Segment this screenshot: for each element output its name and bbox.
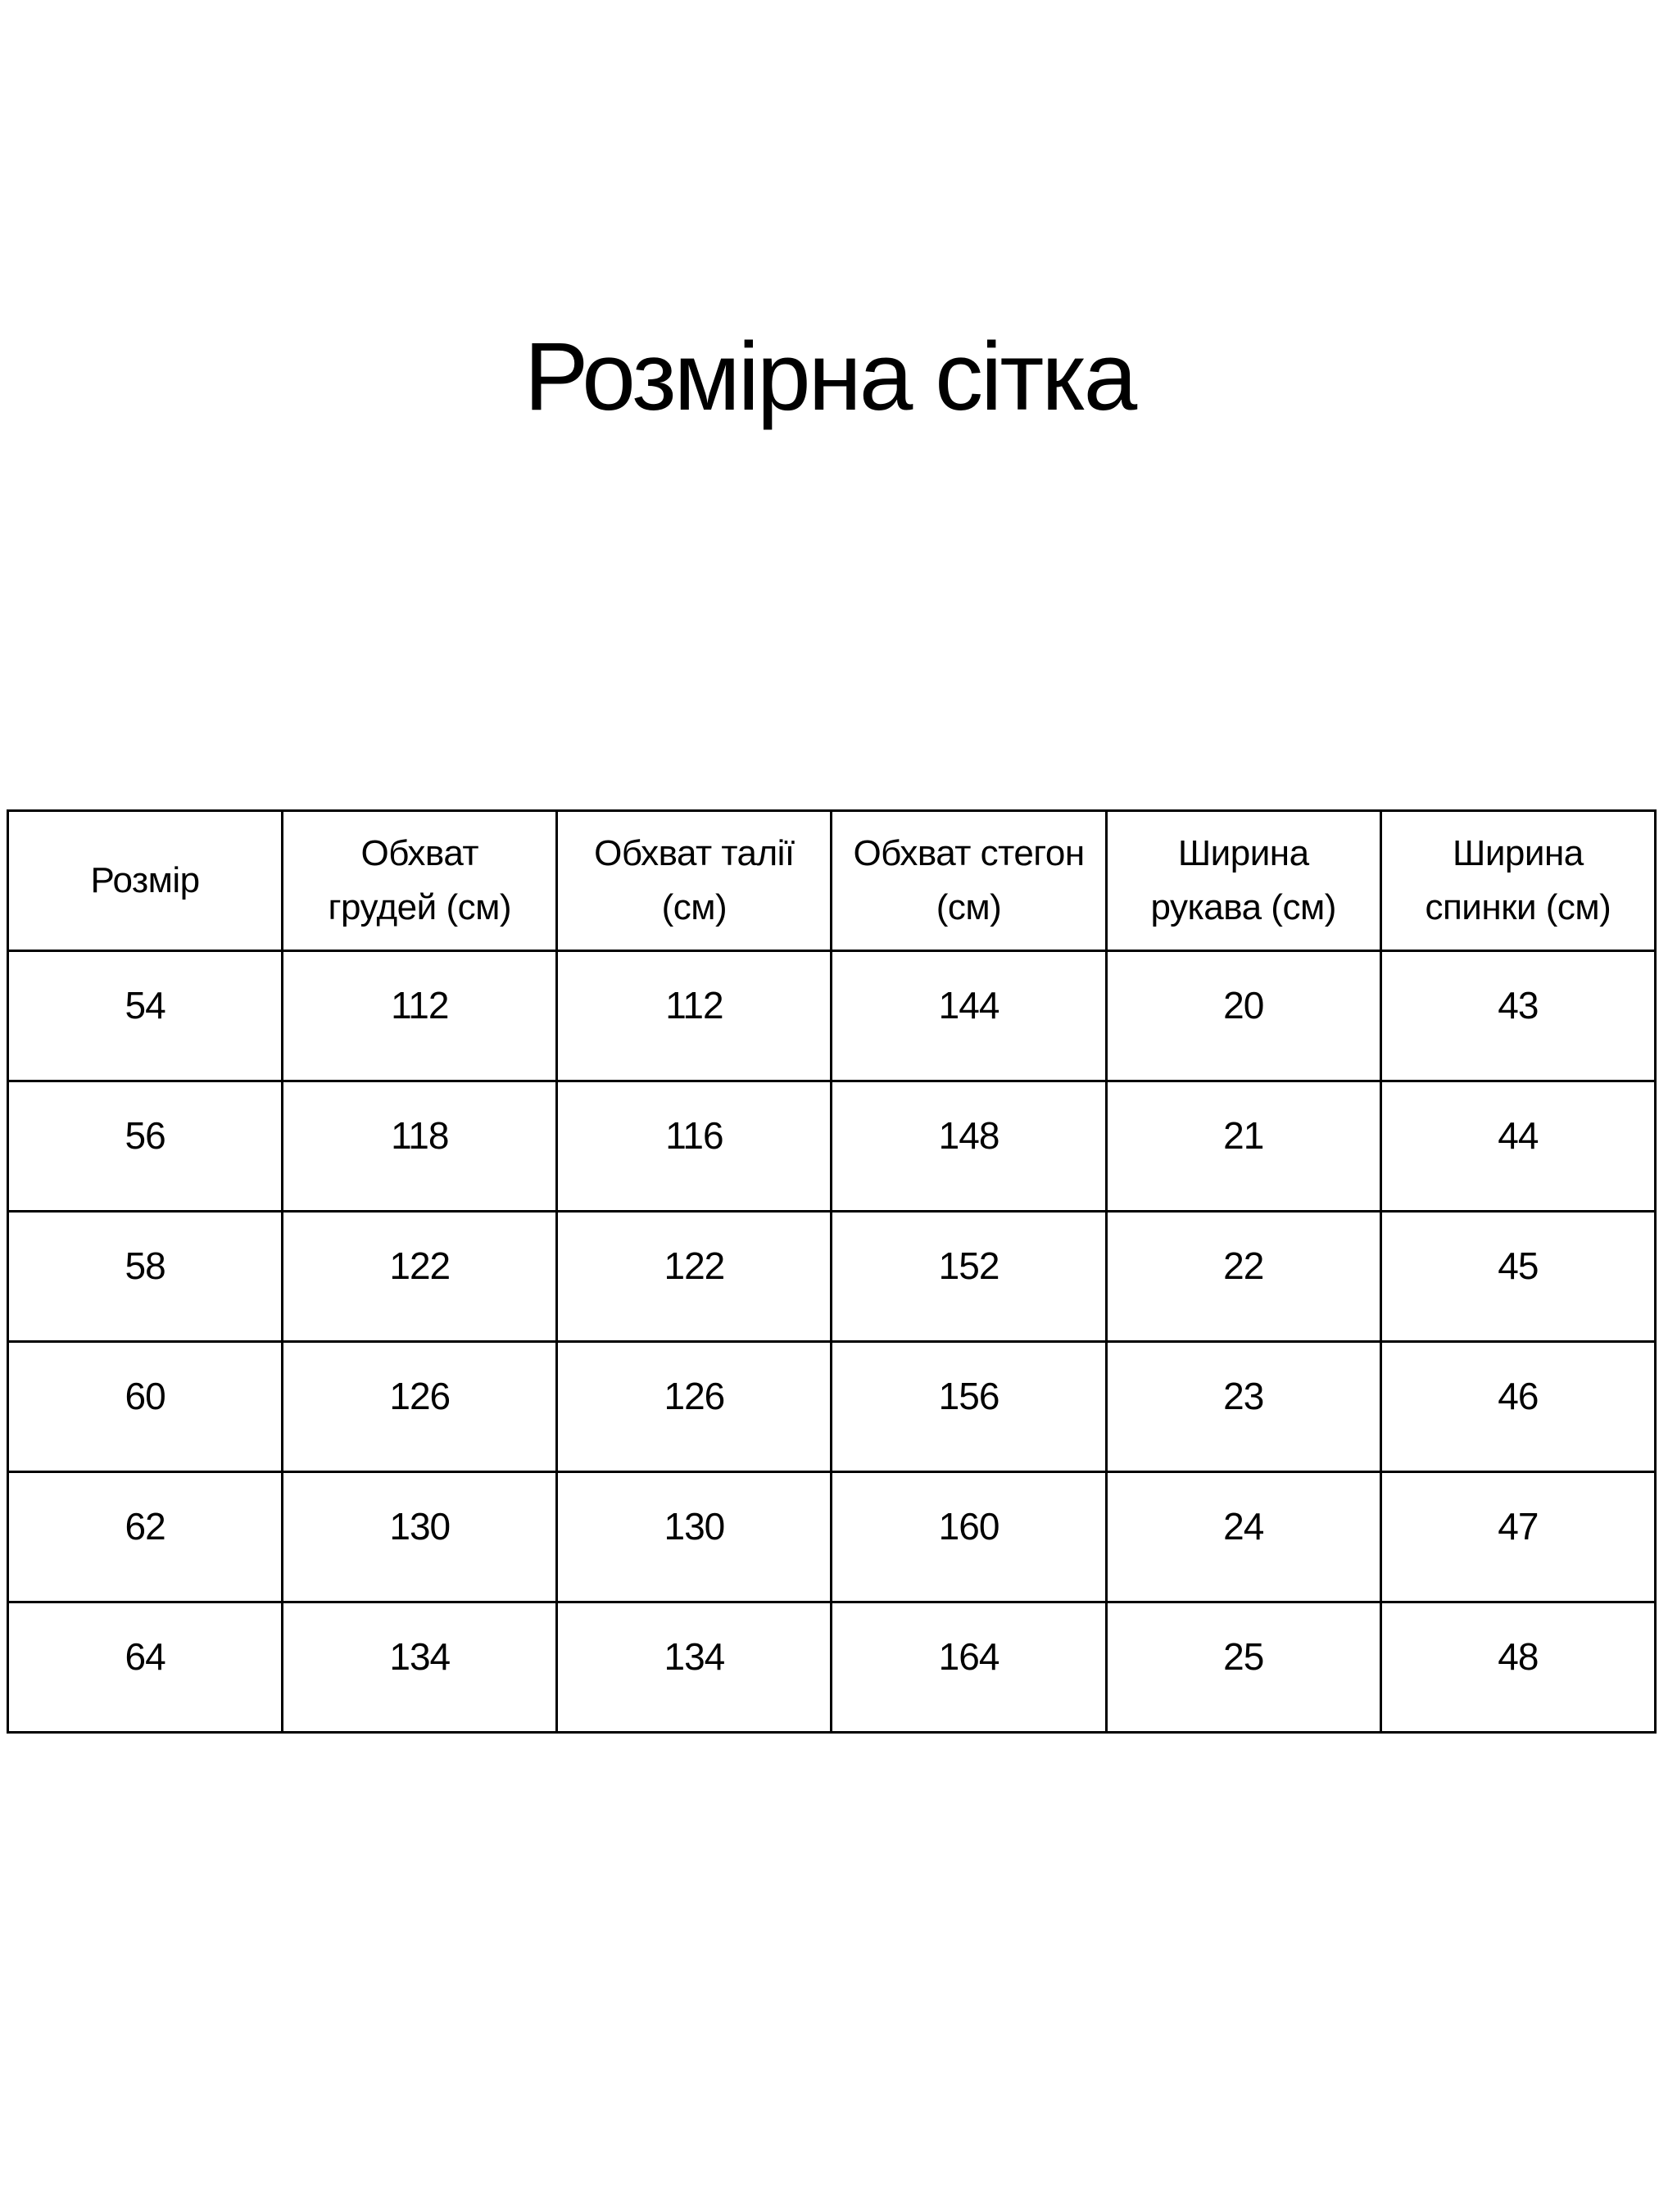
page-title: Розмірна сітка <box>524 323 1138 431</box>
column-header-hips: Обхват стегон (см) <box>830 809 1108 952</box>
table-cell: 54 <box>6 950 284 1082</box>
size-chart-table: Розмір Обхват грудей (см) Обхват талії (… <box>6 809 1657 1734</box>
table-cell: 134 <box>281 1601 559 1734</box>
table-cell: 21 <box>1104 1080 1382 1213</box>
table-row: 56 118 116 148 21 44 <box>6 1080 1657 1213</box>
table-cell: 60 <box>6 1340 284 1473</box>
table-cell: 48 <box>1379 1601 1657 1734</box>
table-cell: 130 <box>281 1471 559 1603</box>
table-cell: 25 <box>1104 1601 1382 1734</box>
table-cell: 144 <box>830 950 1108 1082</box>
table-cell: 152 <box>830 1210 1108 1343</box>
table-cell: 46 <box>1379 1340 1657 1473</box>
header-row: Розмір Обхват грудей (см) Обхват талії (… <box>6 809 1657 952</box>
column-header-size: Розмір <box>6 809 284 952</box>
table-cell: 56 <box>6 1080 284 1213</box>
table-cell: 22 <box>1104 1210 1382 1343</box>
table-cell: 148 <box>830 1080 1108 1213</box>
size-chart-header: Розмір Обхват грудей (см) Обхват талії (… <box>6 809 1657 952</box>
table-cell: 118 <box>281 1080 559 1213</box>
table-cell: 160 <box>830 1471 1108 1603</box>
table-cell: 134 <box>555 1601 833 1734</box>
column-header-back-width: Ширина спинки (см) <box>1379 809 1657 952</box>
table-cell: 62 <box>6 1471 284 1603</box>
table-row: 58 122 122 152 22 45 <box>6 1210 1657 1343</box>
column-header-chest: Обхват грудей (см) <box>281 809 559 952</box>
table-row: 60 126 126 156 23 46 <box>6 1340 1657 1473</box>
table-cell: 130 <box>555 1471 833 1603</box>
table-cell: 45 <box>1379 1210 1657 1343</box>
table-cell: 20 <box>1104 950 1382 1082</box>
table-cell: 24 <box>1104 1471 1382 1603</box>
table-cell: 164 <box>830 1601 1108 1734</box>
size-chart-body: 54 112 112 144 20 43 56 118 116 148 21 44 58 122 122 15… <box>6 950 1657 1734</box>
table-cell: 126 <box>555 1340 833 1473</box>
table-row: 64 134 134 164 25 48 <box>6 1601 1657 1734</box>
table-cell: 112 <box>281 950 559 1082</box>
table-cell: 23 <box>1104 1340 1382 1473</box>
table-cell: 44 <box>1379 1080 1657 1213</box>
table-row: 54 112 112 144 20 43 <box>6 950 1657 1082</box>
table-cell: 58 <box>6 1210 284 1343</box>
table-cell: 47 <box>1379 1471 1657 1603</box>
table-cell: 126 <box>281 1340 559 1473</box>
table-cell: 43 <box>1379 950 1657 1082</box>
table-cell: 122 <box>555 1210 833 1343</box>
table-cell: 112 <box>555 950 833 1082</box>
table-cell: 156 <box>830 1340 1108 1473</box>
column-header-waist: Обхват талії (см) <box>555 809 833 952</box>
table-row: 62 130 130 160 24 47 <box>6 1471 1657 1603</box>
table-cell: 116 <box>555 1080 833 1213</box>
table-cell: 122 <box>281 1210 559 1343</box>
column-header-sleeve-width: Ширина рукава (см) <box>1104 809 1382 952</box>
table-cell: 64 <box>6 1601 284 1734</box>
